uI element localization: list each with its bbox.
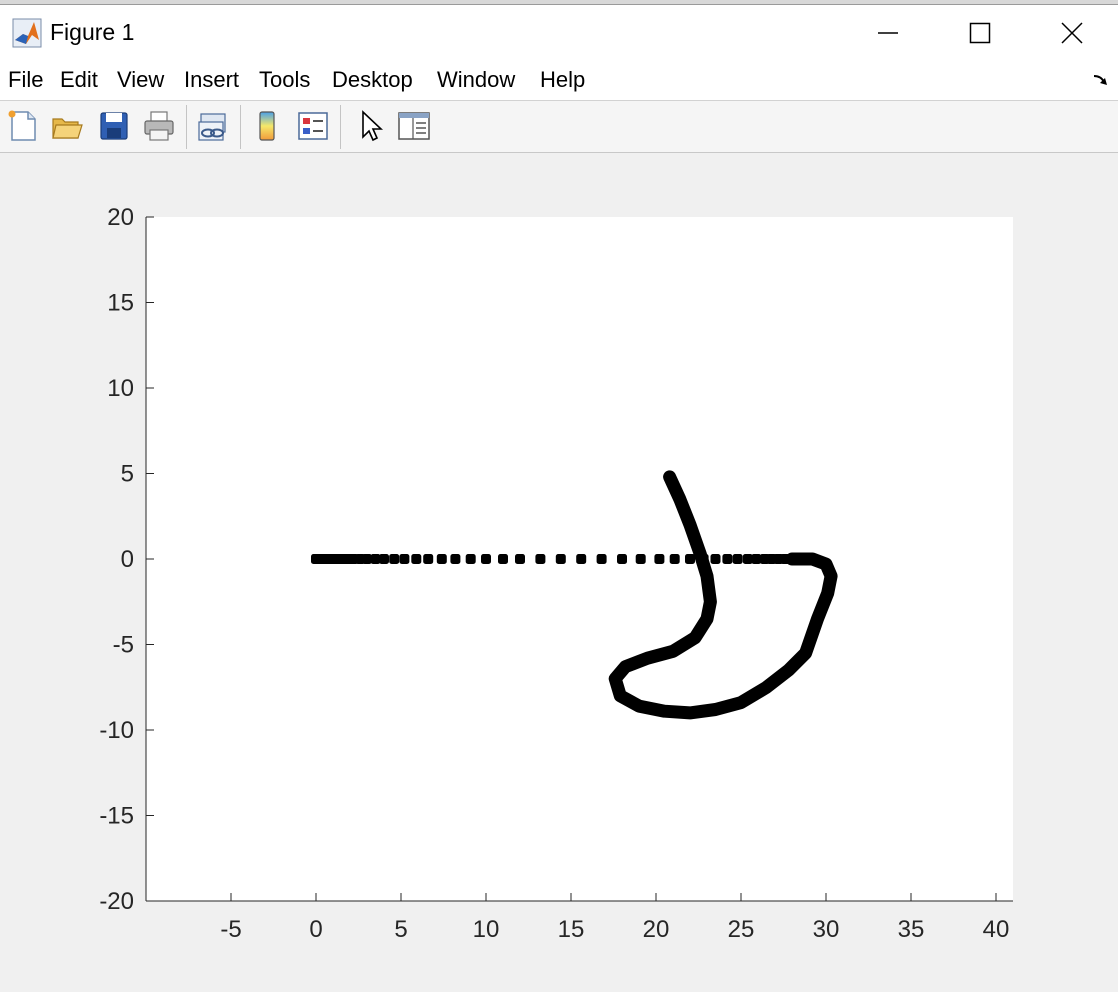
- menu-edit[interactable]: Edit: [60, 67, 98, 92]
- minimize-icon: [878, 32, 898, 34]
- path-marker: [370, 554, 381, 564]
- x-tick-label: 35: [898, 916, 925, 943]
- path-marker: [635, 554, 646, 564]
- y-tick-label: 0: [121, 546, 134, 573]
- path-marker: [465, 554, 476, 564]
- toolbar-separator: [186, 105, 187, 149]
- x-tick-label: -5: [220, 916, 241, 943]
- y-tick-label: 5: [121, 461, 134, 488]
- menu-tools[interactable]: Tools: [259, 67, 311, 92]
- plot-svg: -5 0 5 10 15 20 25 30 35 40 20 15 10 5 0 -5 -10 -15 -20: [99, 204, 1013, 943]
- x-tick-label: 15: [558, 916, 585, 943]
- path-marker: [411, 554, 422, 564]
- x-tick-label: 30: [813, 916, 840, 943]
- dock-arrow-icon[interactable]: [1092, 71, 1110, 89]
- figure-canvas: -5 0 5 10 15 20 25 30 35 40 20 15 10 5 0 -5 -10 -15 -20: [0, 153, 1118, 992]
- path-marker: [722, 554, 733, 564]
- path-marker: [555, 554, 566, 564]
- print-figure-icon[interactable]: [142, 109, 176, 143]
- path-marker: [515, 554, 525, 564]
- path-marker: [481, 554, 491, 564]
- new-figure-icon[interactable]: [6, 109, 40, 143]
- path-marker: [710, 554, 721, 564]
- y-tick-label: -5: [113, 632, 134, 659]
- path-marker: [742, 554, 753, 564]
- menu-desktop[interactable]: Desktop: [332, 67, 413, 92]
- minimize-button[interactable]: [842, 5, 934, 61]
- x-tick-label: 5: [394, 916, 407, 943]
- edit-plot-icon[interactable]: [354, 109, 388, 143]
- path-marker: [379, 554, 389, 564]
- window-title: Figure 1: [50, 19, 135, 45]
- toolbar-separator: [240, 105, 241, 149]
- path-marker: [596, 554, 607, 564]
- close-button[interactable]: [1026, 5, 1118, 61]
- x-tick-label: 0: [309, 916, 322, 943]
- window-titlebar[interactable]: Figure 1: [0, 5, 1118, 61]
- menu-bar: File Edit View Insert Tools Desktop Wind…: [0, 61, 1118, 101]
- y-tick-label: 10: [107, 375, 134, 402]
- menu-window[interactable]: Window: [437, 67, 516, 92]
- path-marker: [450, 554, 461, 564]
- y-tick-label: 15: [107, 290, 134, 317]
- path-marker: [669, 554, 680, 564]
- x-tick-label: 20: [643, 916, 670, 943]
- x-tick-label: 10: [473, 916, 500, 943]
- link-plot-icon[interactable]: [196, 109, 230, 143]
- x-tick-label: 25: [728, 916, 755, 943]
- property-inspector-icon[interactable]: [397, 109, 431, 143]
- path-marker: [436, 554, 447, 564]
- menu-file[interactable]: File: [8, 67, 44, 92]
- y-tick-label: 20: [107, 204, 134, 231]
- y-tick-label: -20: [99, 888, 134, 915]
- path-marker: [617, 554, 627, 564]
- path-marker: [362, 554, 372, 564]
- path-marker: [498, 554, 508, 564]
- menu-view[interactable]: View: [117, 67, 165, 92]
- path-marker: [389, 554, 400, 564]
- path-marker: [732, 554, 743, 564]
- maximize-icon: [969, 22, 991, 44]
- open-file-icon[interactable]: [50, 109, 84, 143]
- y-tick-label: -10: [99, 717, 134, 744]
- close-icon: [1061, 22, 1083, 44]
- maximize-button[interactable]: [934, 5, 1026, 61]
- path-marker: [576, 554, 587, 564]
- insert-colorbar-icon[interactable]: [251, 109, 285, 143]
- path-marker: [685, 554, 695, 564]
- matlab-app-icon: [12, 18, 42, 48]
- x-tick-label: 40: [983, 916, 1010, 943]
- screen-top-edge: [0, 0, 1118, 5]
- path-marker: [423, 554, 434, 564]
- menu-help[interactable]: Help: [540, 67, 586, 92]
- y-tick-label: -15: [99, 803, 134, 830]
- path-marker: [751, 554, 762, 564]
- toolbar-separator: [340, 105, 341, 149]
- path-marker: [535, 554, 546, 564]
- path-marker: [654, 554, 665, 564]
- save-figure-icon[interactable]: [97, 109, 131, 143]
- path-marker: [399, 554, 410, 564]
- insert-legend-icon[interactable]: [296, 109, 330, 143]
- curve-line: [608, 470, 838, 720]
- figure-toolbar: [0, 101, 1118, 153]
- menu-insert[interactable]: Insert: [184, 67, 240, 92]
